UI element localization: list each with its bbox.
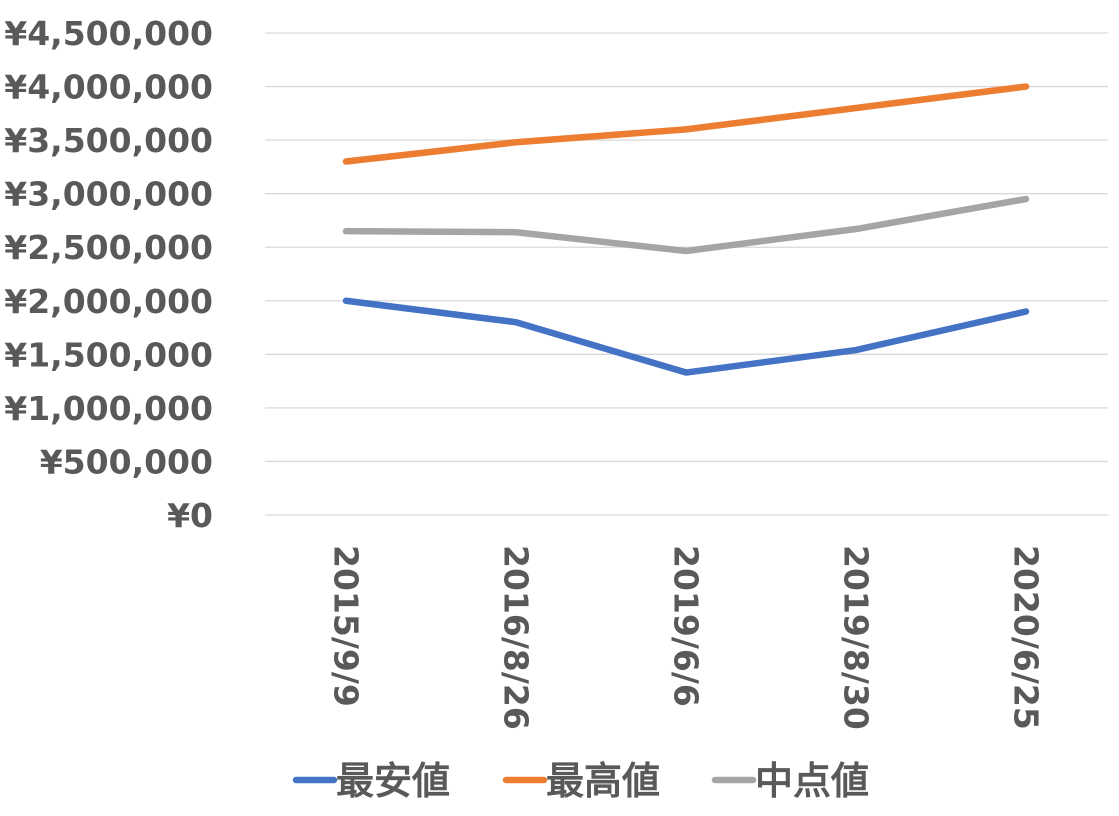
y-tick-label: ¥1,500,000 [4, 335, 213, 374]
legend-label: 最安値 [336, 759, 450, 803]
legend: 最安値 最高値 中点値 [292, 759, 869, 803]
series-line [342, 195, 1030, 255]
series-line [342, 297, 1030, 376]
y-tick-label: ¥2,000,000 [4, 282, 213, 321]
legend-label: 中点値 [755, 759, 869, 803]
y-tick-label: ¥500,000 [40, 442, 213, 481]
x-tick-label: 2019/6/6 [666, 545, 705, 707]
y-tick-label: ¥2,500,000 [4, 228, 213, 267]
y-tick-label: ¥0 [167, 496, 213, 535]
legend-label: 最高値 [546, 759, 660, 803]
y-tick-label: ¥1,000,000 [4, 389, 213, 428]
x-tick-label: 2020/6/25 [1006, 545, 1045, 730]
y-tick-label: ¥3,000,000 [4, 175, 213, 214]
gridlines [265, 32, 1108, 516]
y-tick-label: ¥3,500,000 [4, 121, 213, 160]
series-line [342, 83, 1030, 165]
series-lines [342, 83, 1030, 376]
y-tick-label: ¥4,500,000 [4, 14, 213, 53]
x-axis: 2015/9/9 2016/8/26 2019/6/6 2019/8/30 2020/6… [326, 545, 1045, 730]
x-tick-label: 2019/8/30 [836, 545, 875, 730]
y-tick-label: ¥4,000,000 [4, 68, 213, 107]
y-axis: ¥0 ¥500,000 ¥1,000,000 ¥1,500,000 ¥2,000,000… [4, 14, 213, 535]
x-tick-label: 2015/9/9 [326, 545, 365, 707]
x-tick-label: 2016/8/26 [496, 545, 535, 730]
